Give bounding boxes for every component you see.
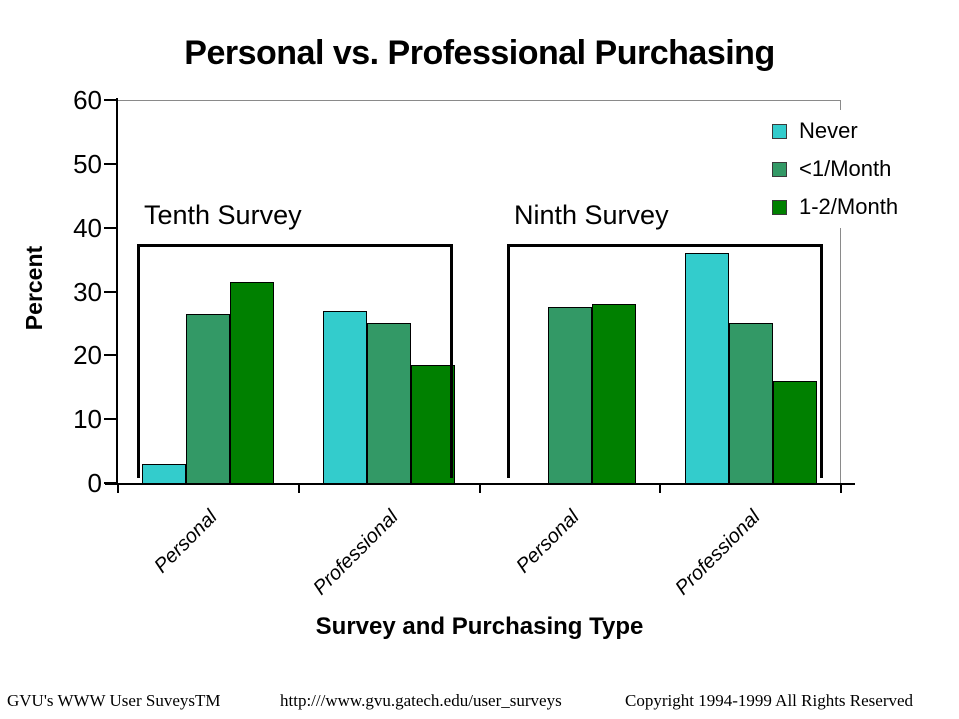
bar-never (142, 464, 186, 483)
legend-row: Never (772, 112, 959, 150)
bar--1-month (548, 307, 592, 483)
y-tick-label: 60 (73, 85, 102, 115)
legend-swatch-icon (772, 161, 787, 177)
footer-branding: GVU's WWW User SuveysTM (7, 691, 221, 710)
legend-swatch-icon (772, 123, 787, 139)
chart-title: Personal vs. Professional Purchasing (184, 34, 775, 72)
legend-row: <1/Month (772, 150, 959, 188)
x-tick (298, 484, 300, 493)
y-tick-label: 0 (87, 468, 102, 498)
x-tick (659, 484, 661, 493)
bar--1-month (729, 323, 773, 483)
bar-1-2-month (773, 381, 817, 483)
bar--1-month (186, 314, 230, 483)
y-axis-title: Percent (20, 245, 47, 331)
legend: Never <1/Month 1-2/Month (766, 110, 959, 228)
y-tick (104, 482, 116, 484)
bar-1-2-month (592, 304, 636, 483)
bar--1-month (367, 323, 411, 483)
y-axis-line (116, 98, 118, 485)
bar-never (685, 253, 729, 483)
plot-top-border (118, 100, 841, 101)
y-tick-label: 20 (73, 340, 102, 371)
group-label: Tenth Survey (144, 200, 302, 230)
footer-url: http:///www.gvu.gatech.edu/user_surveys (280, 691, 562, 710)
y-tick-label: 30 (73, 276, 102, 307)
legend-label: <1/Month (799, 156, 892, 181)
legend-label: 1-2/Month (799, 194, 899, 219)
y-tick-label: 50 (73, 148, 102, 179)
bar-never (323, 311, 367, 483)
y-tick (104, 290, 116, 293)
y-tick (104, 418, 116, 421)
bar-1-2-month (230, 282, 274, 483)
bar-1-2-month (411, 365, 455, 483)
x-tick (117, 484, 119, 493)
x-tick (479, 484, 481, 493)
y-tick (104, 99, 116, 101)
group-label: Ninth Survey (514, 200, 669, 230)
y-tick-label: 10 (73, 404, 102, 435)
x-axis-title: Survey and Purchasing Type (315, 613, 644, 640)
group-bracket (137, 244, 453, 478)
y-tick (104, 162, 116, 165)
y-tick-label: 40 (73, 212, 102, 243)
legend-label: Never (799, 118, 858, 143)
legend-row: 1-2/Month (772, 188, 959, 226)
x-tick (840, 484, 842, 493)
legend-swatch-icon (772, 199, 787, 215)
plot-right-border (840, 100, 841, 484)
y-tick (104, 226, 116, 229)
y-tick (104, 354, 116, 357)
footer-copyright: Copyright 1994-1999 All Rights Reserved (625, 691, 914, 710)
group-bracket (507, 244, 823, 478)
